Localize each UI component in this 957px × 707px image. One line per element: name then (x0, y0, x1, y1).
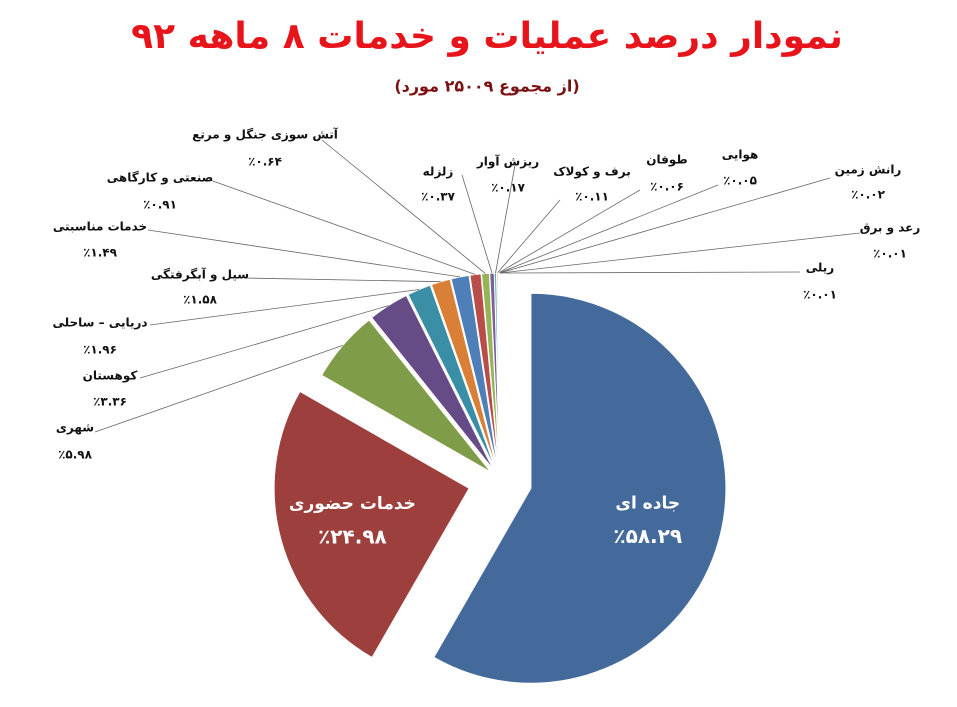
value-label: ٪۳.۳۶ (93, 395, 127, 409)
category-label: زلزله (423, 165, 454, 179)
value-label: ٪۰.۰۲ (851, 188, 886, 202)
leader-line (499, 184, 719, 274)
value-label: ٪۲۴.۹۸ (318, 525, 387, 549)
category-label: طوفان (646, 153, 687, 168)
pie-slice (273, 390, 470, 659)
pie-slice (430, 278, 498, 469)
leader-line (495, 164, 516, 274)
value-label: ٪۰.۱۱ (575, 190, 609, 204)
leader-line (498, 189, 641, 274)
value-label: ٪۰.۱۷ (491, 181, 526, 195)
pie-slice (433, 292, 727, 684)
pie-slice (469, 273, 500, 469)
leader-line (139, 305, 389, 379)
leader-line (94, 345, 343, 433)
pie-slice (450, 274, 499, 469)
category-label: دریایی – ساحلی (52, 316, 147, 330)
category-label: ریزش آوار (476, 154, 539, 170)
leader-line (321, 139, 486, 274)
category-label: برف و کولاک (553, 165, 630, 180)
pie-slice (370, 294, 494, 471)
pie-slice (320, 319, 492, 473)
slice-label: خدمات حضوری (289, 494, 416, 514)
leader-line (499, 177, 831, 274)
slice-label: جاده ای (615, 493, 680, 513)
value-label: ٪۱.۵۸ (183, 293, 218, 307)
category-label: کوهستان (83, 369, 138, 384)
category-label: رعد و برق (860, 221, 921, 236)
leader-line (499, 271, 801, 274)
leader-line (149, 289, 420, 326)
category-label: هوایی (722, 148, 759, 163)
leader-line (499, 232, 861, 274)
value-label: ٪۱.۴۹ (83, 246, 118, 260)
value-label: ٪۰.۰۵ (723, 174, 757, 188)
value-label: ٪۱.۹۶ (83, 343, 117, 357)
category-label: رانش زمین (835, 163, 902, 177)
value-label: ٪۵.۹۸ (58, 448, 93, 462)
value-label: ٪۰.۰۱ (803, 288, 837, 302)
value-label: ٪۰.۳۷ (421, 190, 456, 204)
leader-line (147, 229, 461, 278)
leader-line (244, 277, 441, 283)
category-label: ریلی (806, 261, 835, 275)
category-label: خدمات مناسبتی (53, 220, 147, 234)
value-label: ٪۰.۰۶ (650, 180, 684, 194)
chart-subtitle: (از مجموع ۲۵۰۰۹ مورد) (394, 77, 579, 96)
chart-title: نمودار درصد عملیات و خدمات ۸ ماهه ۹۲ (131, 16, 843, 57)
leader-line (461, 174, 493, 274)
category-label: شهری (56, 421, 94, 435)
leader-line (497, 199, 561, 274)
value-label: ٪۵۸.۲۹ (613, 524, 682, 548)
value-label: ٪۰.۰۱ (873, 247, 907, 261)
value-label: ٪۰.۹۱ (143, 198, 177, 212)
leader-line (209, 179, 476, 275)
value-label: ٪۰.۶۴ (248, 155, 282, 169)
category-label: سیل و آبگرفتگی (151, 267, 249, 283)
category-label: صنعتی و کارگاهی (107, 171, 213, 186)
category-label: آتش سوزی جنگل و مرتع (192, 127, 339, 143)
